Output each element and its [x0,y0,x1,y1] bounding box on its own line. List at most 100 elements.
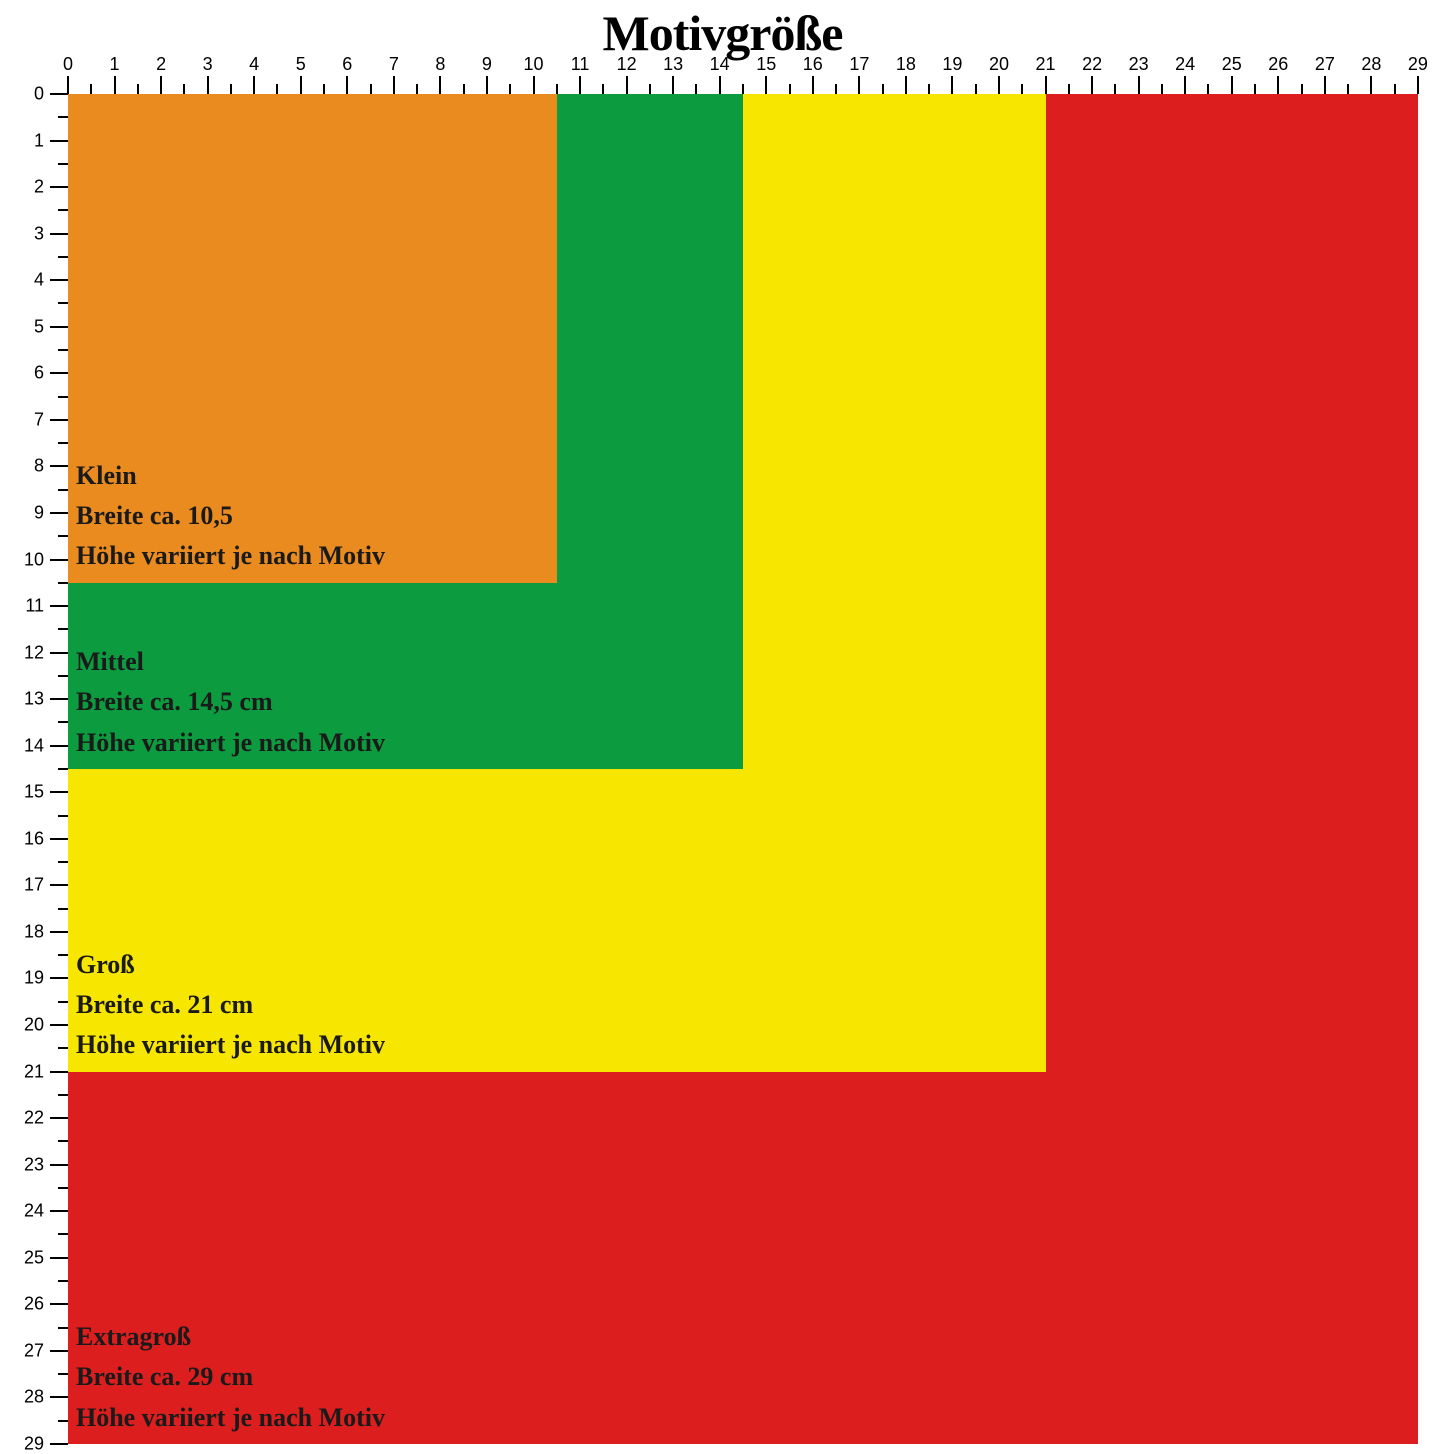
ruler-top-number: 12 [617,54,637,75]
ruler-top-number: 22 [1082,54,1102,75]
ruler-left-tick-major [50,1210,68,1212]
ruler-top: 0123456789101112131415161718192021222324… [68,54,1418,94]
ruler-top-tick-minor [416,84,418,94]
ruler-left-tick-major [50,419,68,421]
ruler-top-number: 25 [1222,54,1242,75]
ruler-top-tick-major [672,76,674,94]
ruler-top-tick-major [67,76,69,94]
ruler-left-tick-minor [58,1001,68,1003]
ruler-left-tick-major [50,140,68,142]
ruler-top-number: 29 [1408,54,1428,75]
ruler-top-number: 20 [989,54,1009,75]
ruler-left-tick-major [50,326,68,328]
ruler-top-number: 19 [942,54,962,75]
ruler-left-tick-minor [58,582,68,584]
ruler-top-number: 28 [1361,54,1381,75]
ruler-top-number: 10 [523,54,543,75]
ruler-top-number: 6 [342,54,352,75]
ruler-left-tick-minor [58,442,68,444]
ruler-left-tick-major [50,559,68,561]
ruler-left-number: 27 [14,1340,44,1361]
ruler-left-tick-minor [58,163,68,165]
ruler-top-tick-major [1417,76,1419,94]
ruler-top-tick-minor [183,84,185,94]
ruler-left-tick-minor [58,908,68,910]
ruler-left-tick-minor [58,489,68,491]
ruler-left-tick-major [50,1350,68,1352]
ruler-top-tick-minor [975,84,977,94]
ruler-left-number: 21 [14,1061,44,1082]
ruler-top-number: 18 [896,54,916,75]
ruler-top-tick-minor [1394,84,1396,94]
ruler-top-tick-major [905,76,907,94]
ruler-left-tick-major [50,1303,68,1305]
ruler-top-number: 16 [803,54,823,75]
ruler-top-tick-minor [835,84,837,94]
ruler-top-tick-minor [463,84,465,94]
ruler-left-number: 12 [14,642,44,663]
ruler-left-tick-minor [58,954,68,956]
ruler-left-tick-minor [58,535,68,537]
ruler-left-tick-minor [58,396,68,398]
size-label-mittel: MittelBreite ca. 14,5 cmHöhe variiert je… [76,642,385,763]
ruler-top-tick-minor [1347,84,1349,94]
ruler-left-number: 24 [14,1201,44,1222]
ruler-top-tick-major [998,76,1000,94]
ruler-top-tick-minor [556,84,558,94]
ruler-left-tick-minor [58,349,68,351]
ruler-top-tick-major [1324,76,1326,94]
ruler-left-tick-minor [58,1140,68,1142]
ruler-left-number: 23 [14,1154,44,1175]
ruler-left-tick-minor [58,1420,68,1422]
ruler-top-number: 5 [296,54,306,75]
size-box-klein: KleinBreite ca. 10,5Höhe variiert je nac… [68,94,557,583]
ruler-left-tick-minor [58,721,68,723]
ruler-left-tick-major [50,279,68,281]
ruler-top-number: 14 [710,54,730,75]
size-label-height: Höhe variiert je nach Motiv [76,1025,385,1065]
ruler-top-tick-minor [742,84,744,94]
ruler-left-tick-major [50,1071,68,1073]
ruler-left-tick-minor [58,768,68,770]
ruler-top-number: 8 [435,54,445,75]
ruler-left-number: 9 [14,502,44,523]
ruler-left-tick-major [50,512,68,514]
ruler-top-tick-major [626,76,628,94]
ruler-left-tick-minor [58,815,68,817]
ruler-top-number: 3 [203,54,213,75]
ruler-left-number: 15 [14,782,44,803]
ruler-left-tick-minor [58,628,68,630]
ruler-top-tick-minor [1301,84,1303,94]
ruler-left-tick-major [50,1396,68,1398]
size-label-klein: KleinBreite ca. 10,5Höhe variiert je nac… [76,456,385,577]
ruler-top-tick-major [858,76,860,94]
ruler-left-tick-major [50,1024,68,1026]
ruler-top-tick-major [812,76,814,94]
ruler-top-tick-minor [90,84,92,94]
ruler-left-number: 25 [14,1247,44,1268]
size-label-title: Groß [76,945,385,985]
ruler-top-tick-major [719,76,721,94]
ruler-left-tick-minor [58,209,68,211]
ruler-top-tick-minor [1254,84,1256,94]
ruler-top-tick-minor [137,84,139,94]
ruler-left-tick-minor [58,1327,68,1329]
ruler-top-number: 7 [389,54,399,75]
ruler-left-number: 2 [14,177,44,198]
size-label-width: Breite ca. 21 cm [76,985,385,1025]
ruler-left-number: 8 [14,456,44,477]
ruler-left-number: 5 [14,316,44,337]
ruler-top-tick-major [533,76,535,94]
ruler-left-tick-major [50,233,68,235]
size-label-title: Extragroß [76,1317,385,1357]
ruler-top-tick-minor [695,84,697,94]
size-label-height: Höhe variiert je nach Motiv [76,723,385,763]
ruler-top-number: 21 [1036,54,1056,75]
ruler-top-tick-major [1091,76,1093,94]
ruler-left-number: 6 [14,363,44,384]
ruler-left-tick-major [50,93,68,95]
ruler-top-number: 13 [663,54,683,75]
ruler-top-tick-minor [1161,84,1163,94]
ruler-top-number: 17 [849,54,869,75]
ruler-left-number: 4 [14,270,44,291]
